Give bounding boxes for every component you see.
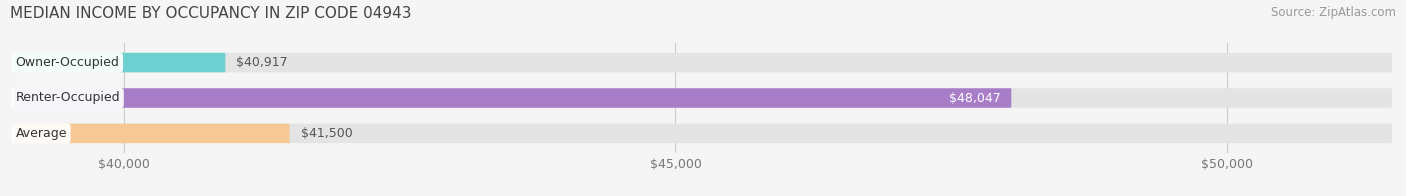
Text: Source: ZipAtlas.com: Source: ZipAtlas.com (1271, 6, 1396, 19)
FancyBboxPatch shape (14, 124, 290, 143)
Text: $48,047: $48,047 (949, 92, 1000, 104)
Text: $41,500: $41,500 (301, 127, 353, 140)
Text: MEDIAN INCOME BY OCCUPANCY IN ZIP CODE 04943: MEDIAN INCOME BY OCCUPANCY IN ZIP CODE 0… (10, 6, 412, 21)
Text: Owner-Occupied: Owner-Occupied (15, 56, 120, 69)
FancyBboxPatch shape (14, 53, 1392, 72)
FancyBboxPatch shape (14, 88, 1392, 108)
Text: $40,917: $40,917 (236, 56, 288, 69)
FancyBboxPatch shape (14, 88, 1011, 108)
FancyBboxPatch shape (14, 124, 1392, 143)
Text: Average: Average (15, 127, 67, 140)
Text: Renter-Occupied: Renter-Occupied (15, 92, 120, 104)
FancyBboxPatch shape (14, 53, 225, 72)
